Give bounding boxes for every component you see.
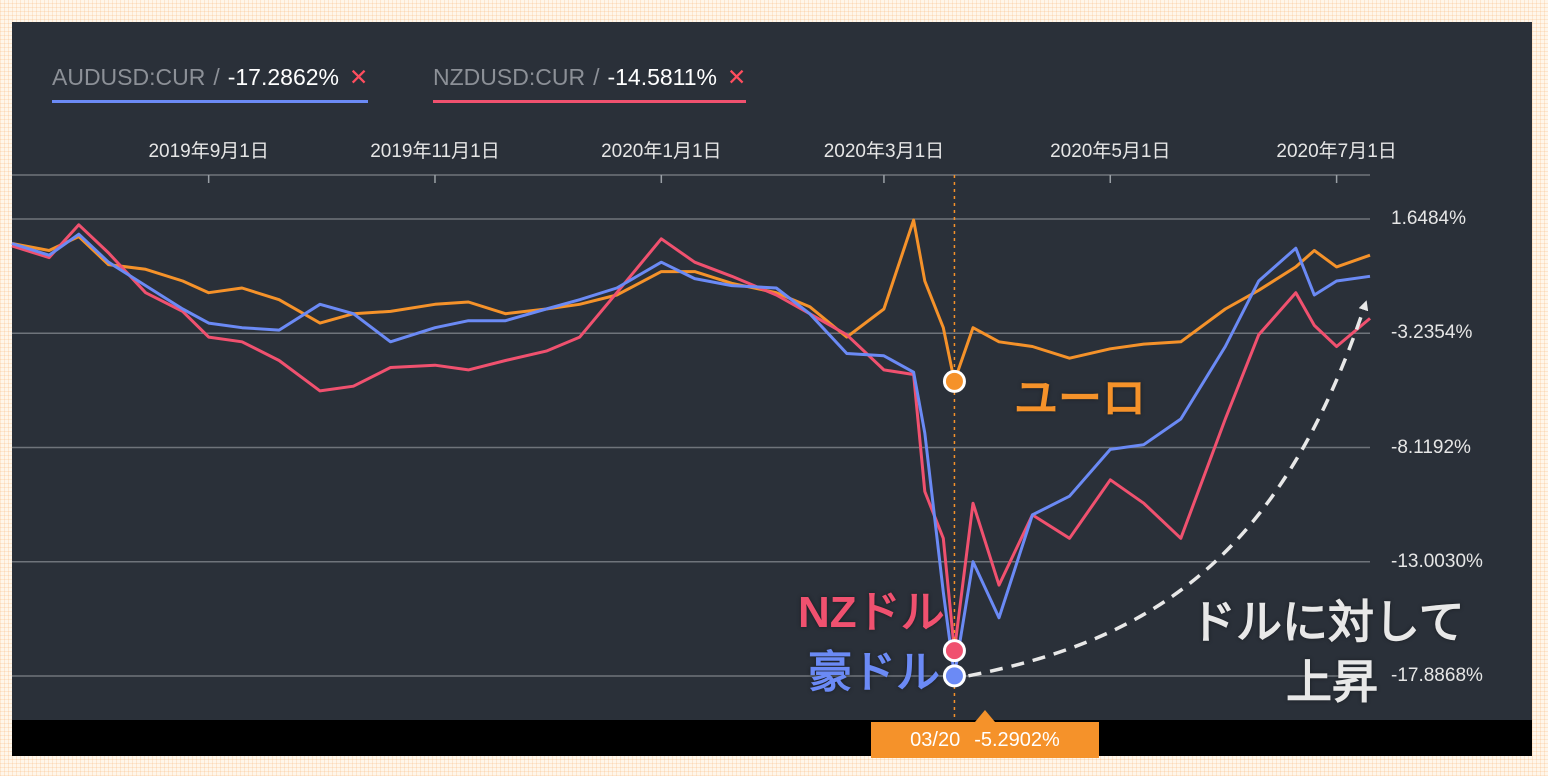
grid-lines: [12, 174, 1370, 677]
legend-separator: /: [213, 64, 220, 90]
cursor-marker-aud: [942, 664, 966, 688]
cursor-value: -5.2902%: [974, 728, 1060, 751]
y-tick-label: -8.1192%: [1391, 436, 1471, 458]
y-tick-label: -13.0030%: [1391, 550, 1483, 572]
remove-series-icon[interactable]: ✕: [727, 64, 747, 90]
x-tick-label: 2020年7月1日: [1276, 141, 1397, 162]
series-line-euro[interactable]: [11, 218, 1371, 383]
x-tick-label: 2020年5月1日: [1050, 141, 1171, 162]
annotation-aud: 豪ドル: [808, 648, 940, 697]
cursor-readout: 03/20 -5.2902%: [871, 722, 1099, 758]
cursor-marker-euro: [942, 369, 966, 393]
x-tick-label: 2020年3月1日: [823, 141, 945, 162]
annotation-rise-line2: 上昇: [1286, 656, 1378, 708]
series-line-aud[interactable]: [11, 232, 1371, 678]
x-tick-label: 2020年1月1日: [601, 141, 722, 162]
overlay: [942, 175, 1369, 720]
cursor-pointer-icon: [975, 710, 995, 722]
time-axis-bar: [12, 720, 1532, 756]
y-tick-label: 1.6484%: [1391, 208, 1467, 229]
rise-arrow: [968, 300, 1369, 678]
legend-symbol: NZDUSD:CUR: [433, 64, 586, 90]
annotation-rise-line1: ドルに対して: [1190, 596, 1465, 648]
cursor-marker-nzd: [942, 639, 966, 663]
x-tick-label: 2019年9月1日: [148, 141, 269, 162]
remove-series-icon[interactable]: ✕: [348, 64, 369, 90]
legend-value: -14.5811%: [607, 64, 717, 90]
series-lines: [11, 218, 1371, 678]
chart-panel: [12, 22, 1532, 756]
legend-nzdusd[interactable]: NZDUSD:CUR / -14.5811% ✕: [433, 64, 747, 103]
series-line-nzd[interactable]: [11, 223, 1371, 653]
legend-audusd[interactable]: AUDUSD:CUR / -17.2862% ✕: [52, 64, 369, 103]
cursor-date: 03/20: [910, 728, 961, 751]
y-tick-label: -17.8868%: [1391, 665, 1483, 686]
legend-separator: /: [593, 64, 600, 90]
legend-value: -17.2862%: [227, 64, 339, 90]
x-tick-label: 2019年11月1日: [370, 141, 500, 162]
annotation-euro: ユーロ: [1014, 374, 1146, 423]
legend-symbol: AUDUSD:CUR: [52, 64, 206, 90]
annotation-nzd: NZドル: [798, 588, 945, 637]
y-tick-label: -3.2354%: [1391, 322, 1473, 344]
